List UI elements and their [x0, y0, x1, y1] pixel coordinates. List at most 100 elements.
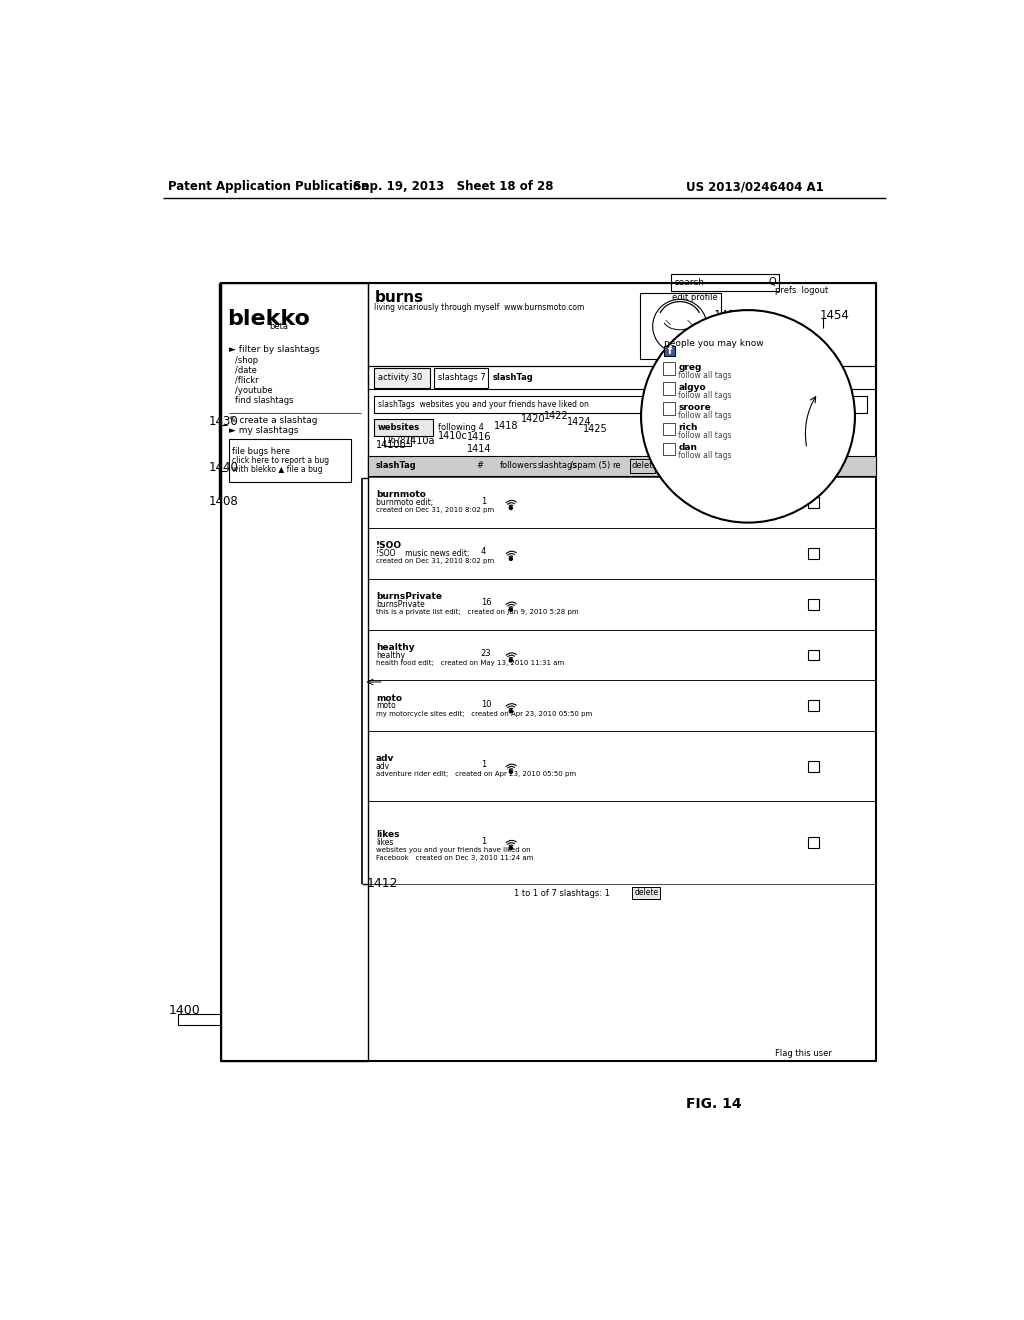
Text: !SOO    music news edit;: !SOO music news edit; [376, 549, 469, 558]
Text: /youtube: /youtube [234, 385, 272, 395]
Bar [663, 403, 675, 414]
Text: blekko: blekko [227, 309, 310, 329]
Circle shape [509, 846, 512, 850]
Text: followers: followers [500, 461, 538, 470]
Bar [375, 418, 432, 436]
Bar [384, 436, 411, 446]
Bar [671, 275, 779, 290]
Text: healthy: healthy [376, 643, 415, 652]
Text: slashTag: slashTag [376, 461, 417, 470]
Text: moto: moto [376, 694, 402, 702]
Text: following 4: following 4 [438, 422, 484, 432]
Text: find slashtags: find slashtags [234, 396, 294, 405]
Text: 23: 23 [480, 649, 492, 657]
Text: 1414: 1414 [467, 444, 492, 454]
Text: 1430: 1430 [209, 416, 239, 428]
Text: 16: 16 [480, 598, 492, 607]
Text: 1408: 1408 [209, 495, 239, 508]
Text: search: search [675, 279, 705, 286]
Text: Sep. 19, 2013   Sheet 18 of 28: Sep. 19, 2013 Sheet 18 of 28 [353, 181, 554, 194]
Text: slashTag: slashTag [493, 374, 534, 383]
Text: people you may know: people you may know [665, 339, 764, 347]
Bar [369, 367, 876, 389]
Bar [369, 478, 876, 528]
Text: !SOO: !SOO [376, 541, 402, 550]
Text: my motorcycle sites edit;   created on Apr 23, 2010 05:50 pm: my motorcycle sites edit; created on Apr… [376, 710, 592, 717]
Text: 1: 1 [480, 837, 485, 846]
Text: slashtags 7: slashtags 7 [438, 374, 485, 383]
Text: rich: rich [678, 424, 697, 433]
Bar [369, 528, 876, 579]
Text: follow all tags: follow all tags [678, 432, 732, 440]
Text: sroore: sroore [678, 404, 711, 412]
Text: living vicariously through myself  www.burnsmoto.com: living vicariously through myself www.bu… [375, 302, 585, 312]
Bar [665, 346, 675, 356]
Text: 1420: 1420 [521, 414, 546, 425]
Circle shape [509, 659, 512, 663]
Text: 1410c: 1410c [438, 430, 468, 441]
Text: 1 to 1 of 7 slashtags: 1: 1 to 1 of 7 slashtags: 1 [514, 890, 610, 898]
Bar [375, 368, 430, 388]
Text: ► filter by slashtags: ► filter by slashtags [228, 345, 319, 354]
Text: 1: 1 [480, 760, 485, 770]
Text: burnmoto edit;: burnmoto edit; [376, 498, 433, 507]
Text: likes: likes [376, 838, 393, 847]
Text: re: re [612, 461, 621, 470]
Text: adventure rider edit;   created on Apr 23, 2010 05:50 pm: adventure rider edit; created on Apr 23,… [376, 771, 577, 777]
Text: Patent Application Publication: Patent Application Publication [168, 181, 370, 194]
Text: 1410a: 1410a [406, 436, 436, 446]
Circle shape [509, 609, 512, 611]
Bar [640, 293, 721, 359]
Text: dan: dan [678, 444, 697, 453]
Text: 4: 4 [480, 548, 485, 556]
Bar [809, 837, 819, 847]
Text: created on Dec 31, 2010 8:02 pm: created on Dec 31, 2010 8:02 pm [376, 558, 495, 564]
Text: follow all tags: follow all tags [678, 411, 732, 420]
Text: US 2013/0246404 A1: US 2013/0246404 A1 [686, 181, 823, 194]
Text: edit profile: edit profile [672, 293, 718, 301]
Text: created on Dec 31, 2010 8:02 pm: created on Dec 31, 2010 8:02 pm [376, 507, 495, 513]
Text: /spam (5): /spam (5) [569, 461, 610, 470]
Circle shape [641, 310, 855, 523]
Text: 1422: 1422 [544, 412, 569, 421]
Text: algyo: algyo [678, 383, 706, 392]
Circle shape [509, 507, 512, 510]
Text: 1: 1 [480, 496, 485, 506]
Circle shape [509, 557, 512, 561]
Text: beta: beta [269, 322, 288, 331]
Bar [434, 368, 488, 388]
Text: click here to report a bug: click here to report a bug [231, 455, 329, 465]
Text: Facebook   created on Dec 3, 2010 11:24 am: Facebook created on Dec 3, 2010 11:24 am [376, 855, 534, 861]
Bar [809, 548, 819, 558]
Text: file bugs here: file bugs here [231, 446, 290, 455]
Text: /date: /date [234, 366, 257, 375]
Text: 1454: 1454 [819, 309, 849, 322]
Text: /flickr: /flickr [234, 376, 259, 384]
Bar [632, 887, 659, 899]
Text: with blekko ▲ file a bug: with blekko ▲ file a bug [231, 465, 323, 474]
Text: 1410b: 1410b [376, 440, 407, 450]
Text: Q: Q [768, 277, 776, 288]
Text: burns: burns [795, 319, 804, 343]
Text: FIG. 14: FIG. 14 [686, 1097, 741, 1111]
Text: #: # [477, 461, 483, 470]
Text: slashTags  websites you and your friends have liked on: slashTags websites you and your friends … [378, 400, 589, 408]
Bar [369, 630, 876, 681]
Bar [228, 440, 351, 482]
Bar [375, 396, 866, 412]
Text: ► my slashtags: ► my slashtags [228, 426, 298, 436]
Circle shape [509, 770, 512, 774]
Text: 16787: 16787 [386, 437, 411, 445]
Text: activity 30: activity 30 [378, 374, 423, 383]
Text: 1450: 1450 [714, 309, 743, 322]
Text: Flag this user: Flag this user [775, 1048, 831, 1057]
Text: greg: greg [678, 363, 701, 372]
Text: follow all tags: follow all tags [678, 451, 732, 461]
Bar [658, 459, 672, 473]
Text: f: f [668, 346, 672, 356]
Bar [809, 701, 819, 711]
Text: slashtags: slashtags [538, 461, 577, 470]
Text: 1418: 1418 [494, 421, 518, 432]
Bar [663, 442, 675, 455]
Text: 1416: 1416 [467, 432, 492, 442]
